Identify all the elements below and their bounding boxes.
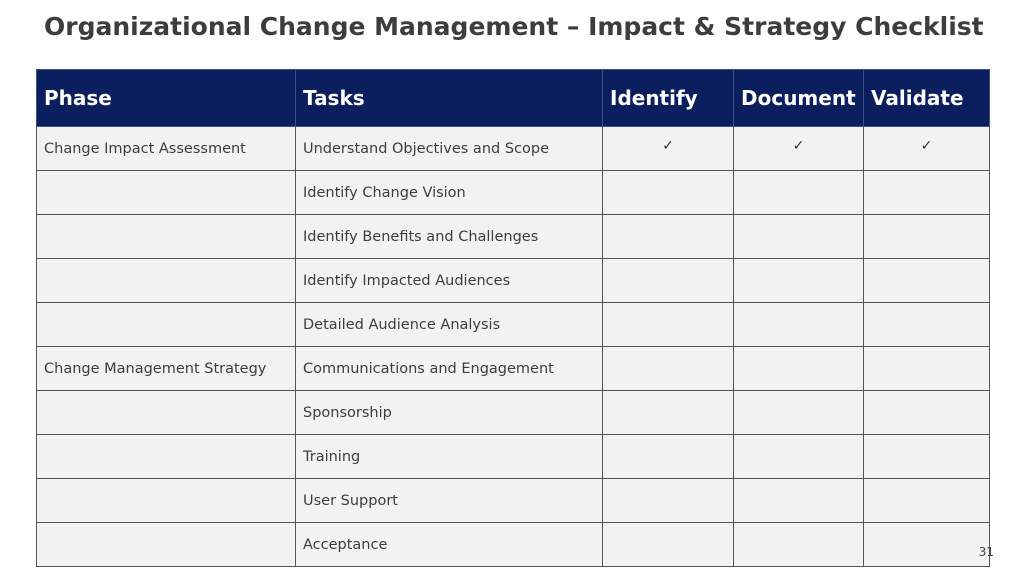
phase-cell: [36, 302, 296, 347]
phase-cell: [36, 434, 296, 479]
validate-cell: [863, 302, 990, 347]
document-cell: [733, 390, 864, 435]
task-cell: Identify Impacted Audiences: [295, 258, 603, 303]
table-row: Identify Impacted Audiences: [36, 258, 990, 303]
table-row: Acceptance: [36, 522, 990, 567]
validate-cell: [863, 258, 990, 303]
phase-cell: Change Management Strategy: [36, 346, 296, 391]
validate-cell: [863, 170, 990, 215]
phase-cell: [36, 478, 296, 523]
task-cell: Detailed Audience Analysis: [295, 302, 603, 347]
document-cell: [733, 170, 864, 215]
identify-cell: [602, 214, 734, 259]
validate-cell: [863, 434, 990, 479]
document-check-mark: ✓: [733, 126, 864, 171]
phase-cell: [36, 522, 296, 567]
task-cell: Identify Benefits and Challenges: [295, 214, 603, 259]
document-cell: [733, 258, 864, 303]
document-cell: [733, 214, 864, 259]
phase-cell: [36, 214, 296, 259]
table-row: Change Impact Assessment Understand Obje…: [36, 126, 990, 171]
document-cell: [733, 478, 864, 523]
task-cell: Communications and Engagement: [295, 346, 603, 391]
validate-cell: [863, 522, 990, 567]
header-tasks: Tasks: [295, 69, 603, 127]
identify-cell: [602, 390, 734, 435]
document-cell: [733, 522, 864, 567]
phase-cell: Change Impact Assessment: [36, 126, 296, 171]
table-row: Identify Benefits and Challenges: [36, 214, 990, 259]
document-cell: [733, 434, 864, 479]
table-row: Identify Change Vision: [36, 170, 990, 215]
table-row: Detailed Audience Analysis: [36, 302, 990, 347]
validate-cell: [863, 214, 990, 259]
document-cell: [733, 346, 864, 391]
header-identify: Identify: [602, 69, 734, 127]
identify-cell: [602, 434, 734, 479]
identify-cell: [602, 170, 734, 215]
identify-cell: [602, 478, 734, 523]
document-cell: [733, 302, 864, 347]
task-cell: Understand Objectives and Scope: [295, 126, 603, 171]
slide-title: Organizational Change Management – Impac…: [44, 12, 984, 41]
task-cell: User Support: [295, 478, 603, 523]
header-validate: Validate: [863, 69, 990, 127]
table-body: Change Impact Assessment Understand Obje…: [36, 126, 990, 567]
header-document: Document: [733, 69, 864, 127]
phase-cell: [36, 170, 296, 215]
phase-cell: [36, 258, 296, 303]
validate-check-mark: ✓: [863, 126, 990, 171]
identify-cell: [602, 302, 734, 347]
validate-cell: [863, 390, 990, 435]
identify-check-mark: ✓: [602, 126, 734, 171]
identify-cell: [602, 346, 734, 391]
validate-cell: [863, 346, 990, 391]
table-header: Phase Tasks Identify Document Validate: [36, 69, 990, 127]
identify-cell: [602, 522, 734, 567]
phase-cell: [36, 390, 296, 435]
task-cell: Acceptance: [295, 522, 603, 567]
header-phase: Phase: [36, 69, 296, 127]
table-row: Training: [36, 434, 990, 479]
identify-cell: [602, 258, 734, 303]
table-row: Change Management Strategy Communication…: [36, 346, 990, 391]
task-cell: Sponsorship: [295, 390, 603, 435]
page-number: 31: [978, 545, 994, 559]
validate-cell: [863, 478, 990, 523]
task-cell: Identify Change Vision: [295, 170, 603, 215]
task-cell: Training: [295, 434, 603, 479]
checklist-table: Phase Tasks Identify Document Validate C…: [36, 69, 990, 567]
table-row: Sponsorship: [36, 390, 990, 435]
table-row: User Support: [36, 478, 990, 523]
header-row: Phase Tasks Identify Document Validate: [36, 69, 990, 127]
